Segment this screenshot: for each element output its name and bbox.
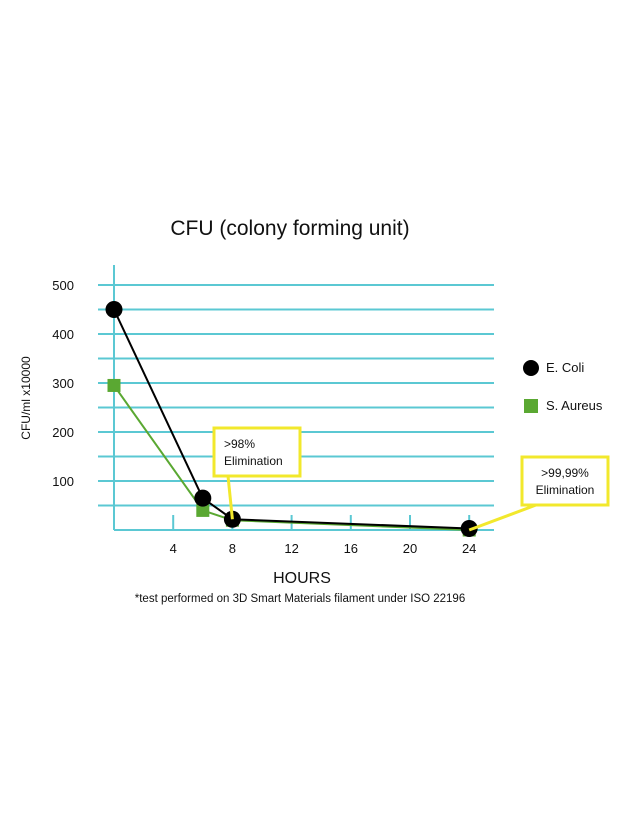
- annotation-label: Elimination: [536, 483, 595, 497]
- x-axis-label: HOURS: [273, 570, 331, 587]
- y-tick-label: 400: [52, 327, 74, 342]
- data-point-saureus: [196, 503, 210, 517]
- x-tick-label: 12: [284, 541, 298, 556]
- footnote: *test performed on 3D Smart Materials fi…: [135, 593, 465, 605]
- annotation-box: [212, 426, 302, 478]
- chart-title: CFU (colony forming unit): [170, 217, 409, 240]
- annotation-box: [520, 455, 610, 507]
- x-tick-label: 20: [403, 541, 417, 556]
- x-tick-label: 8: [229, 541, 236, 556]
- y-tick-label: 500: [52, 278, 74, 293]
- y-axis-label: CFU/ml x10000: [19, 356, 33, 440]
- annotations: >98% Elimination >99,99% Elimination: [212, 426, 610, 532]
- series-line: [113, 384, 470, 531]
- legend-marker-saureus: [524, 399, 538, 413]
- annotation-value: >98%: [224, 437, 255, 451]
- legend-marker-ecoli: [523, 360, 539, 376]
- legend: E. Coli S. Aureus: [523, 360, 603, 413]
- x-tick-label: 4: [170, 541, 177, 556]
- data-point-ecoli: [194, 489, 212, 507]
- legend-label: S. Aureus: [546, 398, 603, 413]
- data-point-saureus: [107, 378, 121, 392]
- y-tick-label: 200: [52, 425, 74, 440]
- series: [105, 301, 478, 538]
- annotation-label: Elimination: [224, 454, 283, 468]
- axis-ticks: 100 200 300 400 500 4 8 12 16 20 24: [52, 278, 476, 556]
- x-tick-label: 16: [344, 541, 358, 556]
- grid: [98, 265, 494, 531]
- y-tick-label: 300: [52, 376, 74, 391]
- y-tick-label: 100: [52, 474, 74, 489]
- legend-label: E. Coli: [546, 360, 584, 375]
- x-tick-label: 24: [462, 541, 476, 556]
- annotation-pointer: [226, 475, 234, 520]
- annotation-value: >99,99%: [541, 466, 589, 480]
- annotation-pointer: [468, 503, 537, 532]
- series-line: [113, 309, 470, 530]
- data-point-ecoli: [105, 301, 123, 318]
